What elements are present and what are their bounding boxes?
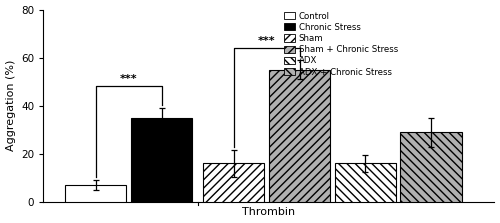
Bar xyxy=(334,163,396,202)
Legend: Control, Chronic Stress, Sham, Sham + Chronic Stress, ADX, ADX + Chronic Stress: Control, Chronic Stress, Sham, Sham + Ch… xyxy=(282,10,400,78)
Bar xyxy=(131,118,192,202)
Y-axis label: Aggregation (%): Aggregation (%) xyxy=(6,60,16,151)
Text: ***: *** xyxy=(120,74,138,84)
X-axis label: Thrombin: Thrombin xyxy=(242,207,296,217)
Bar xyxy=(269,70,330,202)
Bar xyxy=(65,185,126,202)
Text: ***: *** xyxy=(258,36,276,46)
Bar xyxy=(203,163,264,202)
Bar xyxy=(400,132,462,202)
